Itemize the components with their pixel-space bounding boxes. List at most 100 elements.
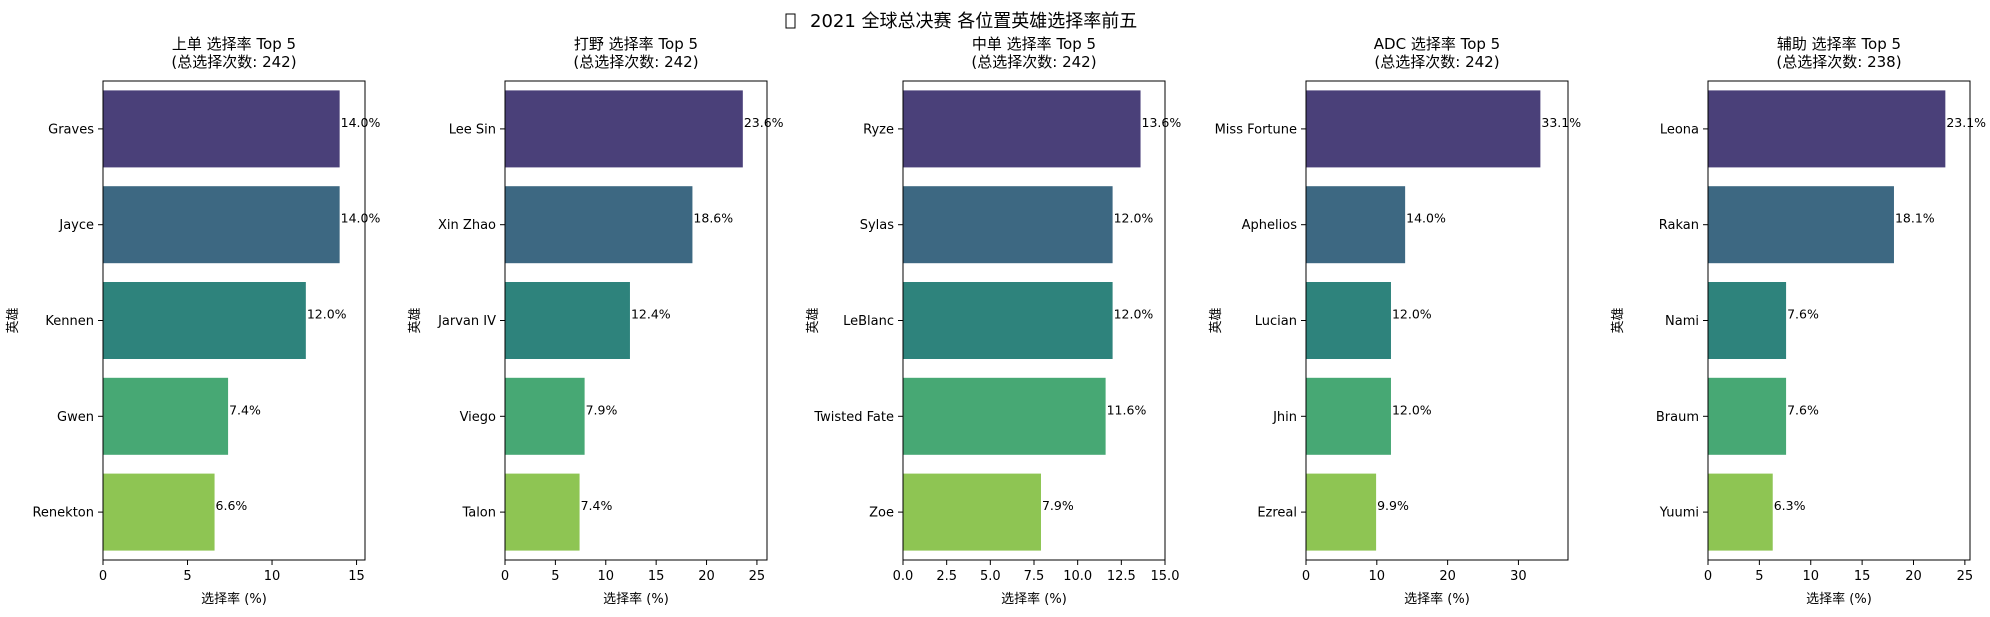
bar-value-label: 7.6% (1787, 307, 1819, 322)
bar (903, 186, 1113, 263)
bar-value-label: 6.6% (216, 498, 248, 513)
y-axis-label: 英雄 (6, 307, 21, 333)
x-tick-label: 2.5 (936, 569, 957, 584)
bar-value-label: 12.0% (1114, 307, 1154, 322)
bar (103, 282, 306, 359)
chart-panel: ADC 选择率 Top 5(总选择次数: 242) 33.1% Miss Fortu… (1209, 35, 1581, 607)
bar-value-label: 12.4% (631, 307, 671, 322)
y-tick-label: Miss Fortune (1215, 122, 1297, 137)
bar-value-label: 7.9% (586, 402, 618, 417)
x-tick-label: 20 (698, 569, 715, 584)
panel-subtitle: (总选择次数: 242) (971, 53, 1096, 71)
x-tick-label: 10 (1369, 569, 1386, 584)
chart-panels: 上单 选择率 Top 5(总选择次数: 242)14.0%Graves14.0%… (6, 35, 1986, 607)
y-tick-label: Nami (1665, 314, 1699, 329)
x-tick-label: 0 (99, 569, 107, 584)
panel-title: 辅助 选择率 Top 5 (1777, 35, 1901, 53)
bar-value-label: 14.0% (341, 115, 381, 130)
x-tick-label: 5.0 (980, 569, 1001, 584)
x-tick-label: 5 (183, 569, 191, 584)
panel-subtitle: (总选择次数: 238) (1776, 53, 1901, 71)
y-tick-label: Ryze (863, 122, 894, 137)
y-axis-label: 英雄 (408, 307, 423, 333)
y-tick-label: Sylas (860, 218, 895, 233)
bar (103, 378, 228, 455)
y-tick-label: Yuumi (1659, 506, 1699, 521)
bar-value-label: 33.1% (1541, 115, 1581, 130)
y-tick-label: LeBlanc (843, 314, 894, 329)
bar (903, 282, 1113, 359)
bar-value-label: 12.0% (1392, 402, 1432, 417)
bar (1708, 90, 1945, 167)
x-tick-label: 0 (501, 569, 509, 584)
bar-value-label: 18.6% (693, 211, 733, 226)
y-tick-label: Viego (460, 410, 496, 425)
bar-value-label: 9.9% (1377, 498, 1409, 513)
bar (1306, 282, 1391, 359)
y-axis-label: 英雄 (806, 307, 821, 333)
x-tick-label: 20 (1439, 569, 1456, 584)
bar-value-label: 14.0% (341, 211, 381, 226)
x-tick-label: 25 (1957, 569, 1974, 584)
bar-value-label: 23.1% (1946, 115, 1986, 130)
x-tick-label: 15 (1854, 569, 1871, 584)
figure-title: 2021 全球总决赛 各位置英雄选择率前五 (786, 11, 1137, 32)
y-tick-label: Renekton (32, 506, 94, 521)
bar-value-label: 23.6% (744, 115, 784, 130)
bar (903, 378, 1106, 455)
panel-subtitle: (总选择次数: 242) (171, 53, 296, 71)
x-tick-label: 0 (1302, 569, 1310, 584)
y-tick-label: Ezreal (1257, 506, 1297, 521)
panel-title: ADC 选择率 Top 5 (1374, 35, 1500, 53)
y-tick-label: Xin Zhao (438, 218, 496, 233)
bar-value-label: 12.0% (1392, 307, 1432, 322)
y-tick-label: Aphelios (1242, 218, 1298, 233)
x-tick-label: 0.0 (893, 569, 914, 584)
chart-panel: 上单 选择率 Top 5(总选择次数: 242) 14.0% Graves 14.0%… (6, 35, 380, 607)
bar-value-label: 7.6% (1787, 402, 1819, 417)
x-axis-label: 选择率 (%) (1001, 591, 1067, 607)
bar (1306, 378, 1391, 455)
y-tick-label: Braum (1656, 410, 1699, 425)
y-tick-label: Gwen (57, 410, 94, 425)
y-tick-label: Leona (1660, 122, 1699, 137)
x-tick-label: 20 (1905, 569, 1922, 584)
chart-panel: 打野 选择率 Top 5(总选择次数: 242)23.6%Lee Sin18.6… (408, 35, 784, 607)
x-tick-label: 10 (597, 569, 614, 584)
y-tick-label: Jayce (58, 218, 94, 233)
bar-value-label: 6.3% (1774, 498, 1806, 513)
bar (505, 186, 692, 263)
x-tick-label: 5 (551, 569, 559, 584)
bar-value-label: 18.1% (1895, 211, 1935, 226)
x-axis-label: 选择率 (%) (1404, 591, 1470, 607)
y-axis-label: 英雄 (1611, 307, 1626, 333)
bar (1708, 474, 1773, 551)
x-tick-label: 10 (1802, 569, 1819, 584)
x-tick-label: 0 (1704, 569, 1712, 584)
panel-subtitle: (总选择次数: 242) (1374, 53, 1499, 71)
y-tick-label: Graves (48, 122, 94, 137)
missing-glyph-icon (786, 14, 795, 28)
bar (505, 282, 630, 359)
bar (903, 474, 1041, 551)
bar (1306, 474, 1376, 551)
x-axis-label: 选择率 (%) (201, 591, 267, 607)
x-axis-label: 选择率 (%) (1806, 591, 1872, 607)
y-tick-label: Talon (461, 506, 496, 521)
x-tick-label: 12.5 (1107, 569, 1136, 584)
bar-value-label: 7.9% (1042, 498, 1074, 513)
x-tick-label: 10 (264, 569, 281, 584)
bar (1708, 282, 1786, 359)
bar-value-label: 7.4% (581, 498, 613, 513)
bar-value-label: 12.0% (1114, 211, 1154, 226)
x-tick-label: 10.0 (1063, 569, 1092, 584)
y-tick-label: Twisted Fate (813, 410, 894, 425)
bar-value-label: 11.6% (1107, 402, 1147, 417)
panel-subtitle: (总选择次数: 242) (573, 53, 698, 71)
x-tick-label: 25 (749, 569, 766, 584)
y-tick-label: Lucian (1255, 314, 1297, 329)
x-tick-label: 5 (1755, 569, 1763, 584)
x-tick-label: 7.5 (1024, 569, 1045, 584)
x-axis-label: 选择率 (%) (603, 591, 669, 607)
